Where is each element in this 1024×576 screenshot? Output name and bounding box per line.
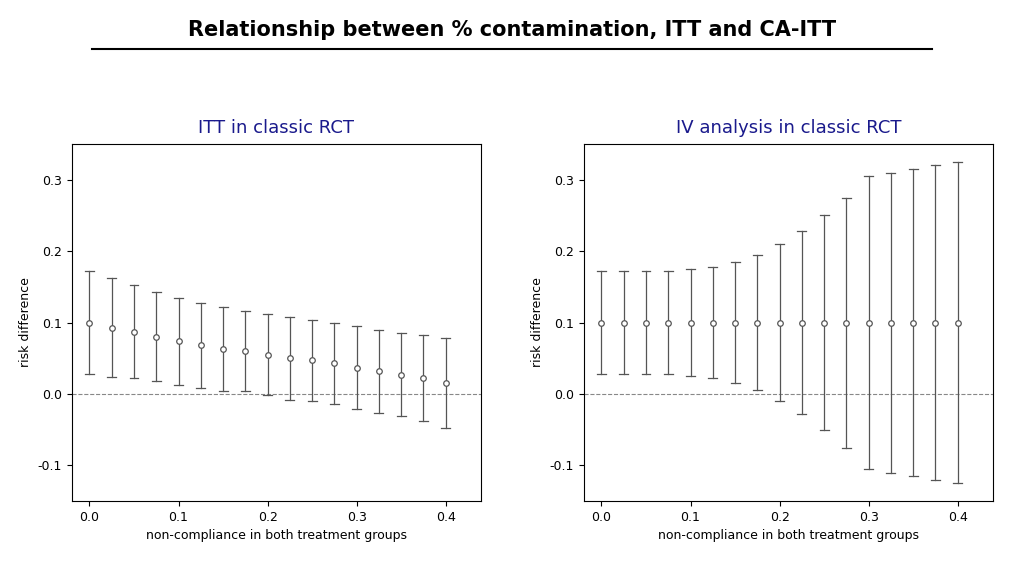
Point bbox=[860, 318, 877, 327]
Title: ITT in classic RCT: ITT in classic RCT bbox=[199, 119, 354, 137]
Point bbox=[415, 374, 431, 383]
Title: IV analysis in classic RCT: IV analysis in classic RCT bbox=[676, 119, 901, 137]
Point bbox=[148, 332, 165, 342]
Point bbox=[593, 318, 609, 327]
Point bbox=[126, 327, 142, 336]
Point bbox=[682, 318, 698, 327]
Point bbox=[771, 318, 787, 327]
Y-axis label: risk difference: risk difference bbox=[531, 278, 544, 367]
X-axis label: non-compliance in both treatment groups: non-compliance in both treatment groups bbox=[658, 529, 919, 543]
Point bbox=[304, 356, 321, 365]
Y-axis label: risk difference: risk difference bbox=[19, 278, 32, 367]
Point bbox=[282, 354, 298, 363]
X-axis label: non-compliance in both treatment groups: non-compliance in both treatment groups bbox=[146, 529, 407, 543]
Point bbox=[437, 378, 454, 388]
Point bbox=[750, 318, 766, 327]
Point bbox=[638, 318, 654, 327]
Point bbox=[615, 318, 632, 327]
Point bbox=[883, 318, 899, 327]
Point bbox=[259, 350, 275, 359]
Point bbox=[327, 359, 343, 368]
Point bbox=[905, 318, 922, 327]
Point bbox=[927, 318, 943, 327]
Point bbox=[348, 363, 365, 372]
Point bbox=[727, 318, 743, 327]
Point bbox=[660, 318, 677, 327]
Point bbox=[371, 366, 387, 376]
Text: Relationship between % contamination, ITT and CA-ITT: Relationship between % contamination, IT… bbox=[188, 20, 836, 40]
Point bbox=[215, 344, 231, 354]
Point bbox=[103, 323, 120, 332]
Point bbox=[794, 318, 810, 327]
Point bbox=[170, 336, 186, 346]
Point bbox=[238, 347, 254, 356]
Point bbox=[705, 318, 721, 327]
Point bbox=[393, 370, 410, 380]
Point bbox=[949, 318, 966, 327]
Point bbox=[839, 318, 855, 327]
Point bbox=[816, 318, 833, 327]
Point bbox=[193, 341, 209, 350]
Point bbox=[81, 318, 97, 327]
